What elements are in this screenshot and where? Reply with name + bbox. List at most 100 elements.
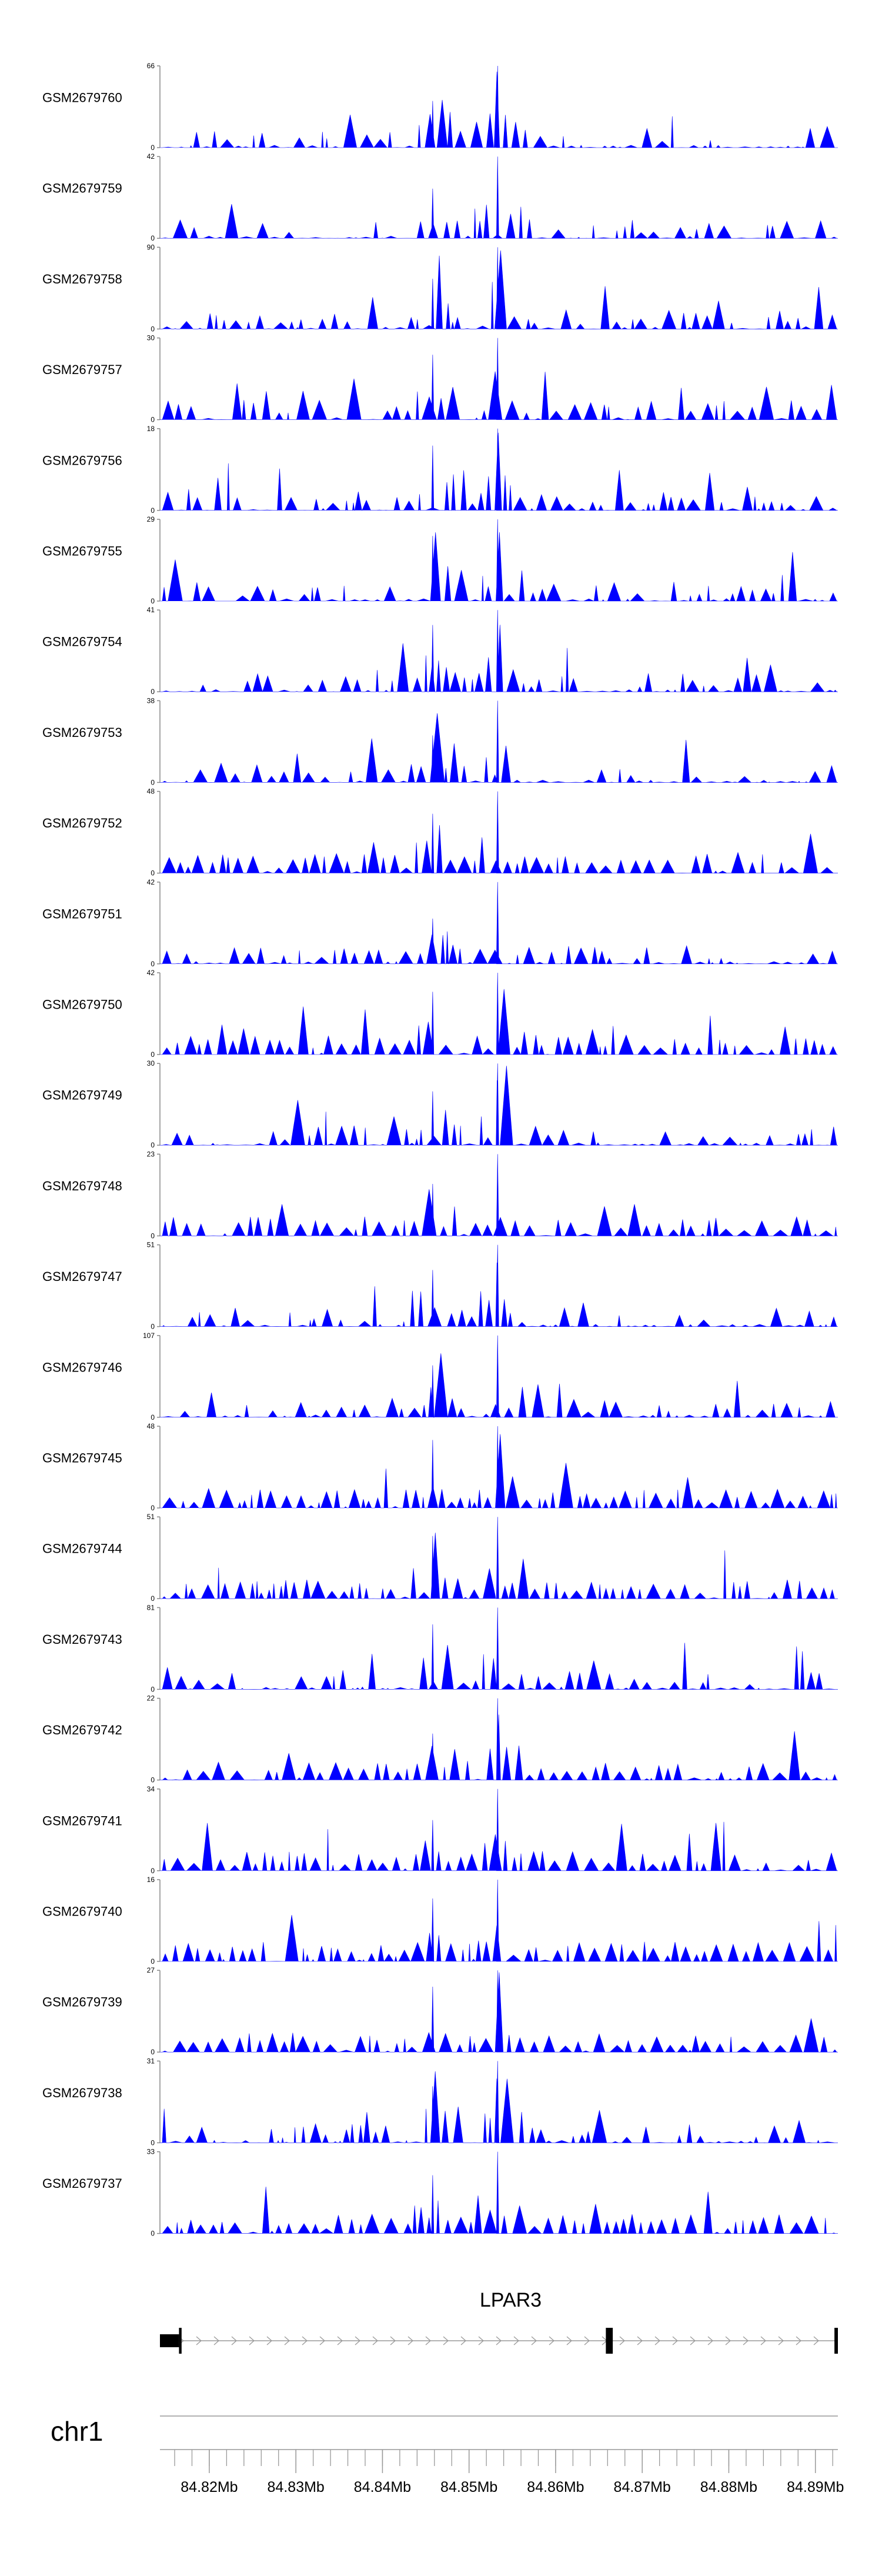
coverage-area (160, 1970, 838, 2053)
coverage-area (160, 791, 838, 873)
track-name-label: GSM2679741 (42, 1813, 122, 1828)
track-name-label: GSM2679740 (42, 1904, 122, 1919)
track-ymax-label: 38 (147, 696, 155, 705)
strand-chevron (496, 2336, 502, 2345)
gene-exon (179, 2328, 182, 2354)
gene-exon (606, 2328, 613, 2354)
coverage-area (160, 519, 838, 602)
track-GSM2679760: 66 0 GSM2679760 (42, 62, 838, 152)
coverage-area (160, 156, 838, 239)
coverage-area (160, 1698, 838, 1780)
track-name-label: GSM2679752 (42, 816, 122, 830)
track-GSM2679759: 42 0 GSM2679759 (42, 152, 838, 242)
track-ymin-label: 0 (151, 1504, 155, 1512)
track-ymax-label: 66 (147, 62, 155, 70)
strand-chevron (319, 2336, 325, 2345)
gene-exon (160, 2334, 179, 2347)
gene-name-label: LPAR3 (480, 2289, 542, 2311)
strand-chevron (213, 2336, 219, 2345)
track-ymin-label: 0 (151, 778, 155, 786)
strand-chevron (196, 2336, 202, 2345)
track-ymax-label: 33 (147, 2148, 155, 2156)
strand-chevron (266, 2336, 272, 2345)
track-ymax-label: 22 (147, 1694, 155, 1703)
coverage-area (160, 700, 838, 783)
track-ymin-label: 0 (151, 2048, 155, 2056)
coverage-area (160, 1335, 838, 1418)
strand-chevron (460, 2336, 466, 2345)
strand-chevron (443, 2336, 449, 2345)
gene-exon (834, 2328, 838, 2354)
strand-chevron (355, 2336, 360, 2345)
track-ymax-label: 23 (147, 1150, 155, 1158)
track-ymin-label: 0 (151, 1776, 155, 1784)
track-ymax-label: 31 (147, 2057, 155, 2065)
track-GSM2679743: 81 0 GSM2679743 (42, 1603, 838, 1693)
track-name-label: GSM2679757 (42, 362, 122, 377)
track-name-label: GSM2679739 (42, 1995, 122, 2010)
strand-chevron (743, 2336, 749, 2345)
track-GSM2679745: 48 0 GSM2679745 (42, 1422, 838, 1512)
strand-chevron (672, 2336, 678, 2345)
coverage-area (160, 1063, 838, 1146)
coverage-area (160, 1426, 838, 1509)
track-ymin-label: 0 (151, 234, 155, 242)
track-ymin-label: 0 (151, 506, 155, 515)
strand-chevron (654, 2336, 660, 2345)
track-ymax-label: 18 (147, 425, 155, 433)
track-ymin-label: 0 (151, 1685, 155, 1693)
track-ymax-label: 42 (147, 152, 155, 161)
strand-chevron (813, 2336, 819, 2345)
track-GSM2679757: 30 0 GSM2679757 (42, 334, 838, 424)
track-GSM2679740: 16 0 GSM2679740 (42, 1876, 838, 1966)
track-ymin-label: 0 (151, 1957, 155, 1966)
axis-tick-label: 84.84Mb (354, 2479, 411, 2495)
track-GSM2679744: 51 0 GSM2679744 (42, 1513, 838, 1603)
track-ymax-label: 30 (147, 334, 155, 342)
coverage-area (160, 972, 838, 1055)
track-ymin-label: 0 (151, 688, 155, 696)
track-ymax-label: 51 (147, 1241, 155, 1249)
track-name-label: GSM2679754 (42, 635, 122, 649)
strand-chevron (619, 2336, 625, 2345)
strand-chevron (531, 2336, 537, 2345)
coverage-area (160, 610, 838, 692)
axis-tick-label: 84.82Mb (181, 2479, 238, 2495)
track-GSM2679742: 22 0 GSM2679742 (42, 1694, 838, 1784)
track-ymin-label: 0 (151, 1141, 155, 1149)
track-GSM2679756: 18 0 GSM2679756 (42, 425, 838, 515)
strand-chevron (725, 2336, 731, 2345)
coverage-area (160, 2151, 838, 2234)
track-ymin-label: 0 (151, 1323, 155, 1331)
track-name-label: GSM2679748 (42, 1179, 122, 1193)
strand-chevron (584, 2336, 590, 2345)
track-name-label: GSM2679744 (42, 1541, 122, 1556)
track-name-label: GSM2679738 (42, 2086, 122, 2100)
axis-tick-label: 84.88Mb (700, 2479, 757, 2495)
track-name-label: GSM2679760 (42, 91, 122, 105)
strand-chevron (302, 2336, 308, 2345)
track-ymin-label: 0 (151, 597, 155, 605)
track-ymax-label: 30 (147, 1059, 155, 1067)
track-ymin-label: 0 (151, 1232, 155, 1240)
track-name-label: GSM2679751 (42, 906, 122, 921)
strand-chevron (778, 2336, 784, 2345)
strand-chevron (478, 2336, 484, 2345)
track-ymax-label: 42 (147, 969, 155, 977)
track-name-label: GSM2679753 (42, 725, 122, 740)
strand-chevron (760, 2336, 766, 2345)
track-GSM2679754: 41 0 GSM2679754 (42, 606, 838, 696)
coverage-area (160, 247, 838, 330)
track-ymax-label: 16 (147, 1876, 155, 1884)
track-ymax-label: 34 (147, 1785, 155, 1793)
track-ymin-label: 0 (151, 2138, 155, 2147)
track-GSM2679746: 107 0 GSM2679746 (42, 1332, 838, 1422)
track-GSM2679758: 90 0 GSM2679758 (42, 243, 838, 333)
track-GSM2679755: 29 0 GSM2679755 (42, 515, 838, 605)
track-name-label: GSM2679750 (42, 997, 122, 1012)
coverage-area (160, 1154, 838, 1236)
track-ymin-label: 0 (151, 2230, 155, 2238)
strand-chevron (637, 2336, 643, 2345)
track-name-label: GSM2679749 (42, 1088, 122, 1103)
